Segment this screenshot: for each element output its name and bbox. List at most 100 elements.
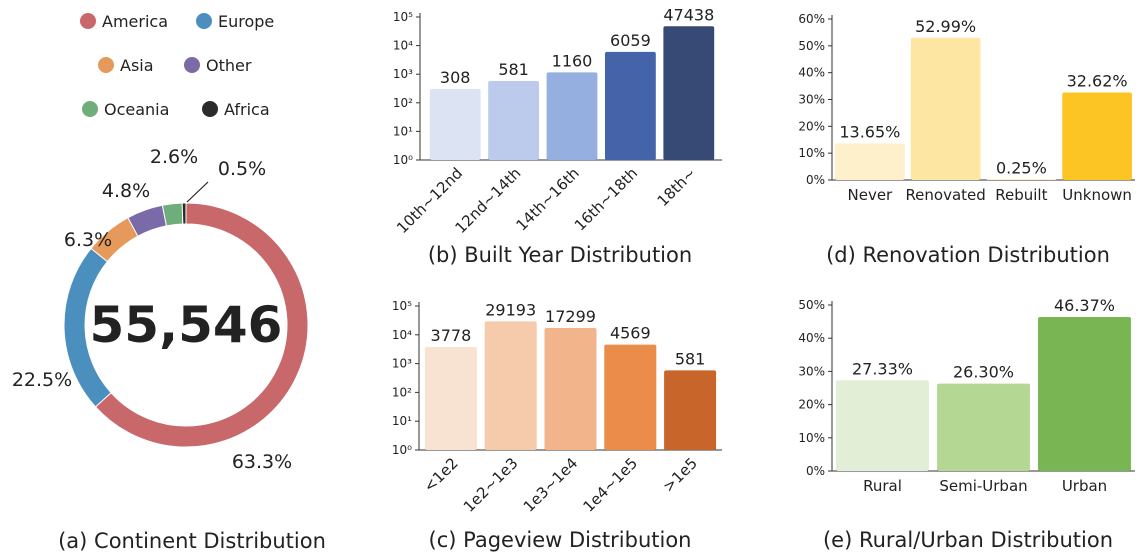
renovation-category-label-3: Unknown [1062, 186, 1132, 204]
renovation-caption: (d) Renovation Distribution [826, 243, 1110, 267]
slice-label-other: 4.8% [102, 180, 150, 202]
pageview-category-label-1: 1e2~1e3 [460, 454, 522, 516]
legend-label-africa: Africa [224, 100, 270, 119]
built_year-category-label-3: 16th~18th [571, 164, 641, 234]
legend-label-asia: Asia [120, 56, 154, 75]
rural_urban-ytick-label: 0% [806, 464, 825, 478]
pageview-caption: (c) Pageview Distribution [429, 528, 692, 552]
pageview-panel: 10⁰ 10¹ 10² 10³ 10⁴ 10⁵ 3778 <1e2 29193 1e2~1e3 17… [392, 299, 722, 552]
rural_urban-category-label-2: Urban [1062, 477, 1107, 495]
rural-urban-panel: 0% 10% 20% 30% 40% 50% 27.33% Rural 26.30% Semi-U… [798, 296, 1135, 552]
renovation-bar-2 [986, 179, 1057, 180]
built_year-value-label-1: 581 [498, 60, 529, 79]
renovation-value-label-1: 52.99% [915, 17, 976, 36]
pageview-bar-4 [664, 370, 717, 450]
built_year-value-label-2: 1160 [552, 51, 593, 70]
pageview-bar-2 [544, 327, 597, 450]
legend-marker-africa [202, 101, 218, 117]
built_year-bar-2 [546, 72, 598, 160]
built_year-bar-0 [429, 88, 481, 160]
rural_urban-bar-1 [937, 383, 1030, 471]
renovation-value-label-0: 13.65% [839, 122, 900, 141]
slice-label-asia: 6.3% [64, 229, 112, 251]
continent-caption: (a) Continent Distribution [58, 529, 326, 553]
pageview-ytick-label: 10⁵ [392, 299, 412, 313]
slice-america [94, 202, 309, 448]
built_year-ytick-label: 10⁰ [393, 153, 413, 167]
pageview-value-label-2: 17299 [545, 307, 596, 326]
built_year-caption: (b) Built Year Distribution [428, 243, 692, 267]
renovation-panel: 0% 10% 20% 30% 40% 50% 60% 13.65% Never 52.99% Ren… [798, 12, 1135, 267]
renovation-category-label-0: Never [848, 186, 894, 204]
slice-label-africa: 0.5% [218, 158, 266, 180]
built_year-bar-1 [488, 80, 540, 160]
legend-label-america: America [102, 12, 168, 31]
renovation-value-label-2: 0.25% [996, 158, 1047, 177]
renovation-category-label-1: Renovated [905, 186, 985, 204]
pageview-value-label-1: 29193 [485, 300, 536, 319]
renovation-ytick-label: 0% [806, 173, 825, 187]
slice-label-europe: 22.5% [12, 369, 72, 391]
rural_urban-ytick-label: 50% [798, 298, 825, 312]
built-year-panel: 10⁰10¹10²10³10⁴10⁵30810th~12nd58112nd~14… [393, 5, 722, 267]
slice-label-oceania: 2.6% [150, 146, 198, 168]
legend-label-oceania: Oceania [104, 100, 169, 119]
renovation-bar-1 [910, 37, 981, 180]
built_year-value-label-0: 308 [440, 68, 471, 87]
built_year-ytick-label: 10¹ [393, 124, 413, 138]
renovation-bar-0 [835, 143, 905, 180]
legend-marker-oceania [82, 101, 98, 117]
pageview-category-label-4: >1e5 [659, 454, 701, 496]
africa-leader-line [186, 181, 209, 203]
pageview-category-label-0: <1e2 [420, 454, 462, 496]
renovation-ytick-label: 30% [798, 93, 825, 107]
pageview-category-label-2: 1e3~1e4 [520, 454, 582, 516]
legend-marker-europe [196, 13, 212, 29]
rural_urban-caption: (e) Rural/Urban Distribution [823, 528, 1113, 552]
renovation-ytick-label: 10% [798, 146, 825, 160]
built_year-ytick-label: 10² [393, 96, 413, 110]
built_year-ytick-label: 10³ [393, 67, 413, 81]
pageview-ytick-label: 10⁴ [392, 328, 412, 342]
built_year-ytick-label: 10⁴ [393, 39, 413, 53]
renovation-ytick-label: 60% [798, 12, 825, 26]
rural_urban-category-label-0: Rural [863, 477, 902, 495]
rural_urban-ytick-label: 10% [798, 431, 825, 445]
renovation-ytick-label: 40% [798, 66, 825, 80]
pageview-ytick-label: 10² [392, 385, 412, 399]
slice-oceania [161, 202, 184, 227]
slice-label-america: 63.3% [232, 451, 292, 473]
rural_urban-category-label-1: Semi-Urban [939, 477, 1027, 495]
rural_urban-bar-2 [1038, 317, 1131, 471]
pageview-category-label-3: 1e4~1e5 [579, 454, 641, 516]
pageview-value-label-0: 3778 [431, 326, 472, 345]
pageview-value-label-3: 4569 [610, 324, 651, 343]
built_year-value-label-4: 47438 [663, 5, 714, 24]
rural_urban-value-label-1: 26.30% [953, 363, 1014, 382]
built_year-bar-4 [663, 26, 715, 160]
pageview-bar-1 [484, 321, 537, 450]
rural_urban-value-label-2: 46.37% [1054, 296, 1115, 315]
renovation-value-label-3: 32.62% [1067, 71, 1128, 90]
renovation-ytick-label: 20% [798, 119, 825, 133]
pageview-ytick-label: 10¹ [392, 414, 412, 428]
continent-panel: America Europe Asia Other Oceania Africa 63.3%… [12, 12, 326, 553]
pageview-bar-3 [604, 344, 657, 450]
built_year-bar-3 [604, 51, 656, 160]
legend-label-europe: Europe [218, 12, 274, 31]
rural_urban-ytick-label: 30% [798, 364, 825, 378]
rural_urban-value-label-0: 27.33% [852, 359, 913, 378]
legend-marker-america [80, 13, 96, 29]
rural_urban-ytick-label: 40% [798, 331, 825, 345]
slice-africa [181, 202, 187, 225]
pageview-bar-0 [424, 346, 477, 450]
renovation-ytick-label: 50% [798, 39, 825, 53]
built_year-ytick-label: 10⁵ [393, 10, 413, 24]
renovation-category-label-2: Rebuilt [995, 186, 1047, 204]
pageview-ytick-label: 10³ [392, 357, 412, 371]
built_year-value-label-3: 6059 [610, 31, 651, 50]
rural_urban-bar-0 [836, 380, 929, 471]
pageview-value-label-4: 581 [675, 349, 706, 368]
legend-marker-other [184, 57, 200, 73]
